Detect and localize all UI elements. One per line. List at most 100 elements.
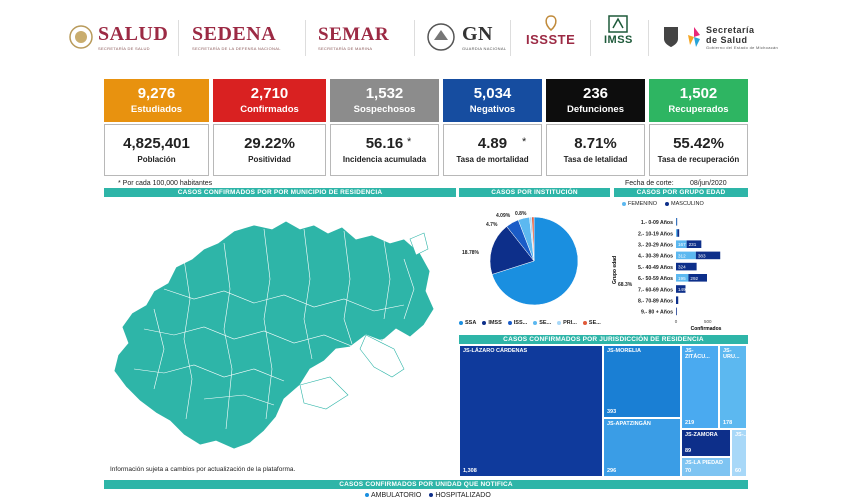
kpi-label: Recuperados [668, 104, 729, 115]
treemap-cell-la-piedad[interactable]: JS-LA PIEDAD 70 [681, 457, 731, 477]
map-unconfirmed-area[interactable] [359, 334, 405, 378]
treemap-cell-other[interactable]: JS-... 60 [731, 429, 748, 477]
age-bar-masculino[interactable] [695, 251, 721, 260]
semar-sub: SECRETARÍA DE MARINA [318, 45, 373, 51]
michoacan-municipality-map[interactable] [104, 199, 456, 477]
age-data-label-masculino: 231 [689, 242, 697, 247]
pie-slice-se[interactable] [531, 216, 535, 262]
stat-label: Incidencia acumulada [342, 155, 427, 164]
age-data-label-femenino: 312 [678, 253, 686, 258]
age-data-label-masculino: 383 [698, 253, 706, 258]
age-category-label: 3.- 20-29 Años [638, 243, 673, 249]
pie-label-privado: 0.8% [515, 211, 527, 217]
legend-item-sedena[interactable]: SE... [533, 320, 551, 326]
age-bar-masculino[interactable] [688, 274, 707, 282]
salud-sub: SECRETARÍA DE SALUD [98, 46, 150, 51]
treemap-cell-uruapan[interactable]: JS-URU... 178 [719, 345, 747, 429]
treemap-cell-zitacuaro[interactable]: JS-ZITÁCU... 219 [681, 345, 719, 429]
per-100k-note: * Por cada 100,000 habitantes [118, 180, 213, 187]
age-bar-femenino[interactable] [676, 251, 696, 260]
pie-label-ssa: 68.3% [618, 282, 633, 288]
kpi-value: 9,276 [137, 85, 176, 102]
age-bar-femenino[interactable] [676, 274, 689, 282]
age-category-label: 6.- 50-59 Años [638, 276, 673, 282]
divider [590, 20, 591, 56]
kpi-label: Estudiados [130, 104, 183, 115]
stat-letalidad: 8.71% Tasa de letalidad [546, 124, 645, 176]
age-category-label: 7.- 60-69 Años [638, 287, 673, 293]
map-disclaimer: Información sujeta a cambios por actuali… [110, 466, 296, 473]
treemap-cell-zamora[interactable]: JS-ZAMORA 89 [681, 429, 731, 457]
pie-label-sedena: 4.09% [496, 213, 511, 219]
age-bar-masculino[interactable] [676, 296, 679, 304]
footnote-star: * [522, 136, 527, 148]
pie-slice-ssa[interactable] [491, 216, 579, 306]
gn-logo: GN GUARDIA NACIONAL [426, 14, 506, 60]
age-bar-femenino[interactable] [676, 229, 678, 237]
map-section-title: CASOS CONFIRMADOS POR POR MUNICIPIO DE R… [104, 188, 456, 197]
pie-label-imss: 18.78% [462, 250, 479, 256]
legend-item-semar[interactable]: SE... [582, 320, 601, 326]
mexico-seal-icon [69, 25, 93, 49]
age-data-label-femenino: 195 [678, 276, 686, 281]
pie-slice-imss[interactable] [489, 226, 535, 275]
kpi-value: 1,502 [679, 85, 718, 102]
cutoff-label: Fecha de corte: [625, 180, 674, 187]
kpi-defunciones: 236 Defunciones [546, 79, 645, 122]
age-data-label-masculino: 292 [690, 276, 698, 281]
gn-name: GN [462, 23, 493, 45]
stat-label: Tasa de letalidad [563, 155, 628, 164]
age-data-label-masculino: 149 [678, 287, 686, 292]
imss-name: IMSS [604, 34, 633, 46]
age-bar-masculino[interactable] [677, 229, 680, 237]
legend-item-ambulatorio[interactable]: AMBULATORIO [365, 492, 421, 499]
age-bar-masculino[interactable] [676, 262, 697, 271]
sedena-name: SEDENA [192, 23, 277, 45]
legend-item-hospitalizado[interactable]: HOSPITALIZADO [429, 492, 491, 499]
semar-logo: SEMAR SECRETARÍA DE MARINA [318, 14, 389, 60]
age-bar-femenino[interactable] [676, 218, 677, 226]
municipality-borders [133, 228, 415, 430]
stat-label: Positividad [248, 155, 291, 164]
legend-item-masculino[interactable]: MASCULINO [665, 201, 704, 207]
imss-emblem-icon [608, 15, 629, 33]
kpi-sospechosos: 1,532 Sospechosos [330, 79, 439, 122]
legend-item-femenino[interactable]: FEMENINO [622, 201, 657, 207]
divider [648, 20, 649, 56]
issste-name: ISSSTE [526, 32, 576, 47]
michoacan-logo: Secretaría de Salud Gobierno del Estado … [662, 14, 778, 60]
kpi-estudiados: 9,276 Estudiados [104, 79, 209, 122]
kpi-recuperados: 1,502 Recuperados [649, 79, 748, 122]
stat-value: 4.89 [477, 135, 508, 152]
legend-item-imss[interactable]: IMSS [482, 320, 502, 326]
age-bar-femenino[interactable] [676, 240, 687, 248]
legend-item-issste[interactable]: ISS... [507, 320, 527, 326]
stat-mortalidad: 4.89 * Tasa de mortalidad [443, 124, 542, 176]
treemap-cell-lazaro-cardenas[interactable]: JS-LÁZARO CÁRDENAS 1,308 [459, 345, 603, 477]
kpi-negativos: 5,034 Negativos [443, 79, 542, 122]
institution-pie-chart[interactable] [459, 199, 610, 337]
age-data-label-femenino: 167 [678, 242, 686, 247]
age-bar-masculino[interactable] [676, 285, 686, 293]
age-category-label: 8.- 70-89 Años [638, 299, 673, 305]
map-unconfirmed-area[interactable] [299, 376, 349, 410]
age-section-title: CASOS POR GRUPO EDAD [614, 188, 748, 197]
age-group-bar-chart[interactable]: Grupo edad 1.- 0-09 Años 2.- 10-19 Años 3.-… [612, 208, 748, 333]
stat-incidencia: 56.16 * Incidencia acumulada [330, 124, 439, 176]
kpi-confirmados: 2,710 Confirmados [213, 79, 326, 122]
legend-item-ssa[interactable]: SSA [459, 320, 476, 326]
age-bar-masculino[interactable] [686, 240, 702, 248]
footnote-star: * [407, 136, 412, 148]
legend-item-privado[interactable]: PRI... [557, 320, 577, 326]
map-unconfirmed-area[interactable] [409, 232, 429, 256]
kpi-label: Sospechosos [353, 104, 416, 115]
sedena-sub: SECRETARÍA DE LA DEFENSA NACIONAL [192, 46, 281, 51]
secsalud-sub: Gobierno del Estado de Michoacán [706, 44, 779, 50]
institution-logos-bar: SALUD SECRETARÍA DE SALUD SEDENA SECRETA… [0, 0, 843, 72]
age-bar-masculino[interactable] [676, 218, 678, 226]
age-bar-masculino[interactable] [676, 307, 677, 316]
age-x-tick: 0 [675, 319, 678, 324]
gn-sub: GUARDIA NACIONAL [462, 46, 507, 51]
treemap-cell-morelia[interactable]: JS-MORELIA 393 [603, 345, 681, 418]
treemap-cell-apatzingan[interactable]: JS-APATZINGÁN 296 [603, 418, 681, 477]
